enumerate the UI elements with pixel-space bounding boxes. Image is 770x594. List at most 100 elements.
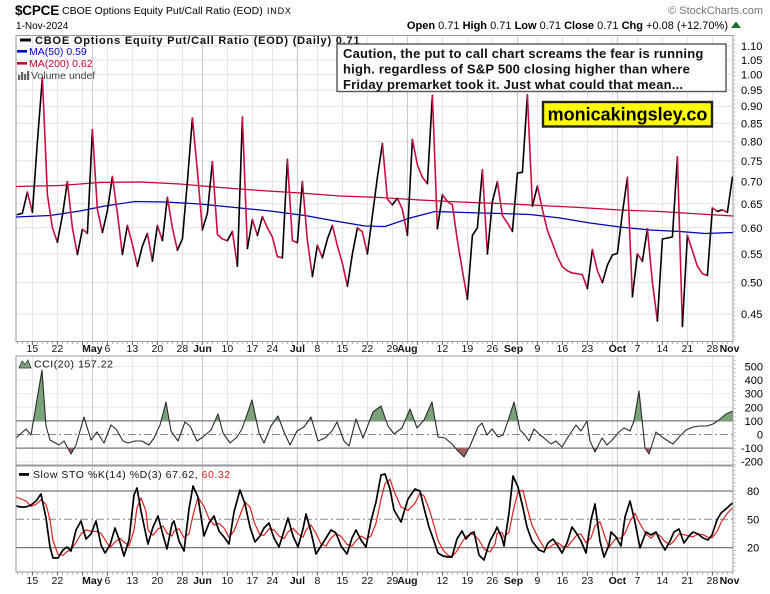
svg-text:0.45: 0.45 — [741, 309, 762, 321]
svg-text:26: 26 — [487, 575, 499, 587]
svg-text:© StockCharts.com: © StockCharts.com — [668, 5, 763, 17]
svg-text:0.55: 0.55 — [741, 249, 762, 261]
svg-text:17: 17 — [247, 575, 259, 587]
svg-text:24: 24 — [267, 575, 279, 587]
svg-text:8: 8 — [314, 343, 320, 355]
svg-text:9: 9 — [534, 343, 540, 355]
svg-text:15: 15 — [337, 343, 349, 355]
svg-text:17: 17 — [247, 343, 259, 355]
svg-text:12: 12 — [437, 343, 449, 355]
svg-text:0.90: 0.90 — [741, 101, 762, 113]
svg-text:19: 19 — [462, 343, 474, 355]
svg-text:Jun: Jun — [193, 343, 212, 355]
svg-text:0.75: 0.75 — [741, 156, 762, 168]
svg-text:28: 28 — [177, 343, 189, 355]
svg-text:-100: -100 — [741, 443, 763, 455]
svg-text:6: 6 — [104, 343, 110, 355]
svg-text:$CPCE: $CPCE — [15, 3, 59, 18]
svg-text:7: 7 — [634, 343, 640, 355]
svg-text:200: 200 — [745, 402, 763, 414]
svg-text:Nov: Nov — [720, 343, 740, 355]
svg-text:22: 22 — [52, 343, 64, 355]
svg-text:10: 10 — [222, 575, 234, 587]
svg-text:1.05: 1.05 — [741, 55, 762, 67]
svg-text:-200: -200 — [741, 457, 763, 469]
svg-text:Volume undef: Volume undef — [31, 70, 95, 82]
svg-text:21: 21 — [682, 343, 694, 355]
svg-text:400: 400 — [745, 375, 763, 387]
svg-text:Caution, the put to call chart: Caution, the put to call chart screams t… — [343, 46, 704, 61]
svg-text:24: 24 — [267, 343, 279, 355]
svg-text:23: 23 — [582, 575, 594, 587]
svg-text:23: 23 — [582, 343, 594, 355]
svg-text:13: 13 — [127, 343, 139, 355]
svg-text:7: 7 — [634, 575, 640, 587]
svg-text:14: 14 — [657, 343, 669, 355]
svg-text:Nov: Nov — [720, 575, 740, 587]
svg-text:Slow STO %K(14) %D(3) 67.62, 6: Slow STO %K(14) %D(3) 67.62, 60.32 — [33, 469, 231, 481]
svg-text:15: 15 — [337, 575, 349, 587]
svg-text:20: 20 — [747, 543, 759, 555]
svg-text:28: 28 — [707, 575, 719, 587]
svg-text:Open 0.71 High 0.71 Low 0.71: Open 0.71 High 0.71 Low 0.71 Close 0.71 … — [407, 20, 728, 32]
svg-text:28: 28 — [177, 575, 189, 587]
svg-text:500: 500 — [745, 362, 763, 374]
svg-text:16: 16 — [557, 343, 569, 355]
svg-text:8: 8 — [314, 575, 320, 587]
svg-text:1-Nov-2024: 1-Nov-2024 — [16, 21, 69, 32]
svg-text:CBOE Options Equity Put/Call R: CBOE Options Equity Put/Call Ratio (EOD) — [62, 5, 263, 17]
svg-text:Jul: Jul — [290, 575, 305, 587]
svg-text:monicakingsley.co: monicakingsley.co — [548, 105, 708, 125]
svg-text:50: 50 — [747, 514, 759, 526]
svg-text:100: 100 — [745, 416, 763, 428]
svg-text:22: 22 — [362, 575, 374, 587]
svg-text:16: 16 — [557, 575, 569, 587]
svg-text:300: 300 — [745, 389, 763, 401]
svg-text:1.10: 1.10 — [741, 41, 762, 53]
svg-text:10: 10 — [222, 343, 234, 355]
svg-text:high. regardless of S&P 500 cl: high. regardless of S&P 500 closing high… — [343, 62, 690, 77]
svg-text:0: 0 — [757, 430, 763, 442]
svg-text:15: 15 — [27, 575, 39, 587]
svg-text:Sep: Sep — [504, 575, 523, 587]
svg-text:22: 22 — [362, 343, 374, 355]
svg-text:28: 28 — [707, 343, 719, 355]
svg-text:20: 20 — [152, 343, 164, 355]
svg-text:CBOE Options Equity Put/Call R: CBOE Options Equity Put/Call Ratio (EOD)… — [35, 35, 360, 47]
svg-text:0.80: 0.80 — [741, 137, 762, 149]
svg-text:CCI(20) 157.22: CCI(20) 157.22 — [34, 359, 114, 371]
svg-text:29: 29 — [387, 343, 399, 355]
svg-text:Jun: Jun — [193, 575, 212, 587]
svg-text:14: 14 — [657, 575, 669, 587]
svg-text:80: 80 — [747, 486, 759, 498]
svg-text:INDX: INDX — [267, 6, 292, 16]
svg-text:MA(200) 0.62: MA(200) 0.62 — [29, 58, 93, 70]
svg-text:0.65: 0.65 — [741, 199, 762, 211]
svg-text:0.95: 0.95 — [741, 85, 762, 97]
svg-text:19: 19 — [462, 575, 474, 587]
svg-text:Aug: Aug — [397, 343, 417, 355]
svg-text:MA(50) 0.59: MA(50) 0.59 — [29, 46, 87, 58]
svg-text:1.00: 1.00 — [741, 70, 762, 82]
svg-text:0.60: 0.60 — [741, 223, 762, 235]
svg-text:6: 6 — [104, 575, 110, 587]
svg-text:15: 15 — [27, 343, 39, 355]
svg-text:Friday premarket took it. Just: Friday premarket took it. Just what coul… — [343, 77, 683, 92]
svg-text:21: 21 — [682, 575, 694, 587]
svg-text:12: 12 — [437, 575, 449, 587]
svg-text:May: May — [82, 343, 103, 355]
svg-text:0.70: 0.70 — [741, 177, 762, 189]
svg-text:Jul: Jul — [290, 343, 305, 355]
svg-text:0.85: 0.85 — [741, 118, 762, 130]
svg-text:29: 29 — [387, 575, 399, 587]
svg-text:13: 13 — [127, 575, 139, 587]
svg-text:Sep: Sep — [504, 343, 523, 355]
svg-text:0.50: 0.50 — [741, 278, 762, 290]
svg-text:22: 22 — [52, 575, 64, 587]
svg-text:Oct: Oct — [609, 575, 627, 587]
svg-text:May: May — [82, 575, 103, 587]
svg-text:26: 26 — [487, 343, 499, 355]
svg-text:Aug: Aug — [397, 575, 417, 587]
svg-text:9: 9 — [534, 575, 540, 587]
svg-text:20: 20 — [152, 575, 164, 587]
